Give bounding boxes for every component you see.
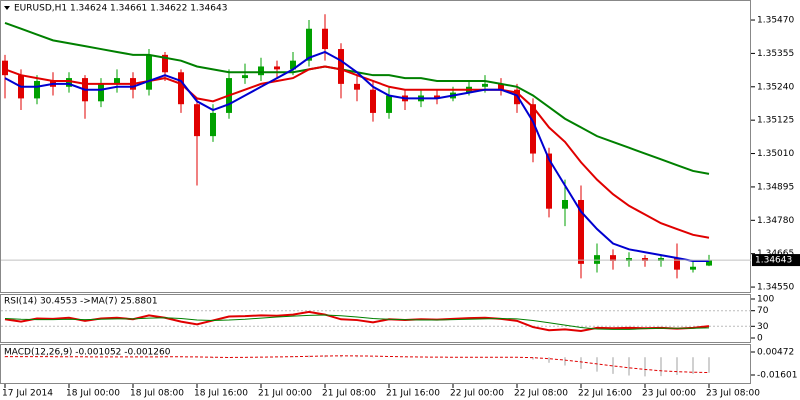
candle-body — [98, 83, 104, 102]
x-tick-label: 22 Jul 08:00 — [514, 389, 568, 399]
x-tick-label: 18 Jul 00:00 — [66, 389, 120, 399]
candle-body — [386, 95, 392, 113]
candle-body — [34, 80, 40, 99]
candle-body — [306, 28, 312, 61]
candle-body — [562, 199, 568, 209]
candle-body — [530, 104, 536, 154]
candle-body — [706, 260, 712, 266]
y-tick-label: 1.34895 — [757, 182, 794, 192]
x-tick-label: 21 Jul 00:00 — [258, 389, 312, 399]
moving-average — [4, 50, 709, 262]
candle-body — [258, 66, 264, 76]
candle-body — [658, 258, 664, 261]
y-tick-label: 0 — [757, 334, 763, 344]
signal-line — [5, 355, 710, 374]
candle-body — [370, 89, 376, 113]
indicator-line — [4, 310, 710, 332]
main-panel-frame — [0, 0, 751, 293]
y-tick-label: 1.35355 — [757, 49, 794, 59]
x-tick-label: 23 Jul 08:00 — [706, 389, 760, 399]
macd-header: MACD(12,26,9) -0.001052 -0.001260 — [4, 348, 171, 358]
rsi-header: RSI(14) 30.4553 ->MA(7) 25.8801 — [4, 297, 158, 307]
x-tick-label: 21 Jul 08:00 — [322, 389, 376, 399]
main-header: EURUSD,H1 1.34624 1.34661 1.34622 1.3464… — [14, 4, 227, 14]
x-tick-label: 18 Jul 08:00 — [130, 389, 184, 399]
candle-body — [210, 112, 216, 137]
x-tick-label: 18 Jul 16:00 — [194, 389, 248, 399]
candle-body — [146, 54, 152, 90]
current-price-label: 1.34643 — [755, 256, 792, 266]
candle-body — [546, 153, 552, 209]
candle-body — [482, 83, 488, 87]
x-tick-label: 21 Jul 16:00 — [386, 389, 440, 399]
y-tick-label: 1.35125 — [757, 116, 794, 126]
candle-body — [178, 72, 184, 105]
candle-body — [434, 95, 440, 99]
y-tick-label: 30 — [757, 322, 769, 332]
candle-body — [690, 266, 696, 270]
candle-body — [674, 258, 680, 270]
y-tick-label: 70 — [757, 306, 769, 316]
candle-body — [242, 75, 248, 79]
candle-body — [338, 49, 344, 84]
x-tick-label: 23 Jul 00:00 — [642, 389, 696, 399]
x-tick-label: 17 Jul 2014 — [2, 389, 53, 399]
candle-body — [162, 54, 168, 73]
x-tick-label: 22 Jul 16:00 — [578, 389, 632, 399]
candle-body — [354, 83, 360, 90]
y-tick-label: -0.01601 — [757, 371, 797, 381]
candle-body — [578, 199, 584, 264]
y-tick-label: 1.34780 — [757, 216, 794, 226]
macd-panel-frame — [0, 344, 751, 384]
candle-body — [2, 60, 8, 76]
y-tick-label: 0.00472 — [757, 348, 794, 358]
current-price-box — [752, 254, 800, 267]
candle-body — [290, 60, 296, 70]
rsi-panel-frame — [0, 294, 751, 343]
indicator-line — [4, 314, 710, 330]
x-tick-label: 22 Jul 00:00 — [450, 389, 504, 399]
candle-body — [498, 83, 504, 90]
y-tick-label: 100 — [757, 295, 774, 305]
candle-body — [66, 78, 72, 87]
y-tick-label: 1.35470 — [757, 16, 794, 26]
candle-body — [194, 104, 200, 137]
candle-body — [642, 258, 648, 261]
y-tick-label: 1.34550 — [757, 283, 794, 293]
candle-body — [322, 28, 328, 50]
candle-body — [610, 255, 616, 261]
collapse-icon — [4, 6, 10, 10]
candle-body — [274, 66, 280, 70]
y-tick-label: 1.35240 — [757, 82, 794, 92]
candle-body — [626, 258, 632, 261]
candle-body — [594, 255, 600, 264]
moving-average — [4, 65, 710, 239]
candle-body — [114, 78, 120, 84]
y-tick-label: 1.35010 — [757, 149, 794, 159]
